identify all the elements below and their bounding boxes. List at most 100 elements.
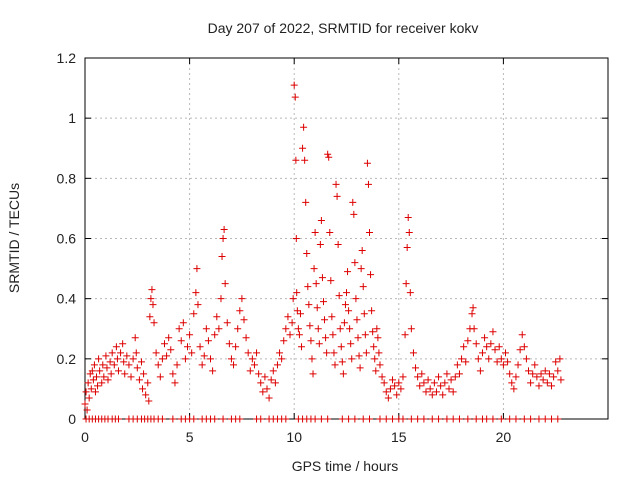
data-point — [177, 337, 185, 345]
data-point — [347, 340, 355, 348]
data-point — [223, 319, 231, 327]
x-tick-label: 10 — [286, 429, 302, 445]
data-point — [108, 349, 116, 357]
data-point — [353, 316, 361, 324]
data-point — [236, 415, 244, 423]
data-point — [288, 319, 296, 327]
data-point — [351, 415, 359, 423]
chart-title: Day 207 of 2022, SRMTID for receiver kok… — [208, 20, 479, 36]
data-point — [393, 391, 401, 399]
data-point — [453, 361, 461, 369]
data-point — [234, 325, 242, 333]
data-point — [516, 346, 524, 354]
data-point — [310, 265, 318, 273]
x-tick-label: 0 — [81, 429, 89, 445]
data-point — [114, 415, 122, 423]
data-point — [351, 259, 359, 267]
data-point — [554, 415, 562, 423]
data-point — [464, 337, 472, 345]
data-points — [81, 81, 565, 423]
data-point — [263, 385, 271, 393]
data-point — [149, 301, 157, 309]
data-point — [428, 415, 436, 423]
data-point — [129, 355, 137, 363]
data-point — [110, 361, 118, 369]
data-point — [483, 343, 491, 351]
data-point — [356, 364, 364, 372]
data-point — [156, 373, 164, 381]
data-point — [319, 298, 327, 306]
data-point — [464, 415, 472, 423]
data-point — [354, 334, 362, 342]
data-point — [336, 325, 344, 333]
data-point — [487, 340, 495, 348]
data-point — [418, 370, 426, 378]
data-point — [345, 307, 353, 315]
y-tick-label: 0.6 — [57, 231, 77, 247]
data-point — [335, 292, 343, 300]
data-point — [384, 394, 392, 402]
data-point — [114, 367, 122, 375]
data-point — [349, 198, 357, 206]
data-point — [472, 415, 480, 423]
data-point — [402, 280, 410, 288]
data-point — [535, 415, 543, 423]
data-point — [512, 415, 520, 423]
data-point — [312, 280, 320, 288]
data-point — [358, 247, 366, 255]
data-point — [512, 373, 520, 381]
data-point — [198, 361, 206, 369]
data-point — [420, 379, 428, 387]
data-point — [331, 361, 339, 369]
data-point — [435, 415, 443, 423]
data-point — [219, 415, 227, 423]
data-point — [382, 388, 390, 396]
data-point — [181, 355, 189, 363]
data-point — [522, 355, 530, 363]
data-point — [150, 319, 158, 327]
data-point — [293, 289, 301, 297]
data-point — [140, 370, 148, 378]
data-point — [227, 355, 235, 363]
data-point — [295, 331, 303, 339]
data-point — [282, 415, 290, 423]
data-point — [96, 367, 104, 375]
data-point — [428, 391, 436, 399]
data-point — [368, 307, 376, 315]
data-point — [83, 406, 91, 414]
data-point — [204, 337, 212, 345]
data-point — [314, 325, 322, 333]
data-point — [103, 364, 111, 372]
data-point — [389, 415, 397, 423]
data-point — [332, 180, 340, 188]
x-tick-label: 5 — [186, 429, 194, 445]
data-point — [416, 382, 424, 390]
data-point — [389, 376, 397, 384]
data-point — [322, 334, 330, 342]
data-point — [211, 331, 219, 339]
data-point — [317, 216, 325, 224]
data-point — [324, 415, 332, 423]
data-point — [120, 358, 128, 366]
data-point — [483, 415, 491, 423]
data-point — [497, 415, 505, 423]
data-point — [346, 325, 354, 333]
data-point — [367, 271, 375, 279]
data-point — [529, 370, 537, 378]
data-point — [472, 340, 480, 348]
data-point — [202, 325, 210, 333]
data-point — [190, 415, 198, 423]
data-point — [371, 355, 379, 363]
data-point — [449, 388, 457, 396]
data-point — [366, 228, 374, 236]
data-point — [481, 334, 489, 342]
data-point — [179, 319, 187, 327]
data-point — [291, 93, 299, 101]
data-point — [339, 370, 347, 378]
data-point — [420, 415, 428, 423]
data-point — [188, 349, 196, 357]
data-point — [399, 373, 407, 381]
data-point — [414, 373, 422, 381]
data-point — [248, 355, 256, 363]
data-point — [435, 373, 443, 381]
